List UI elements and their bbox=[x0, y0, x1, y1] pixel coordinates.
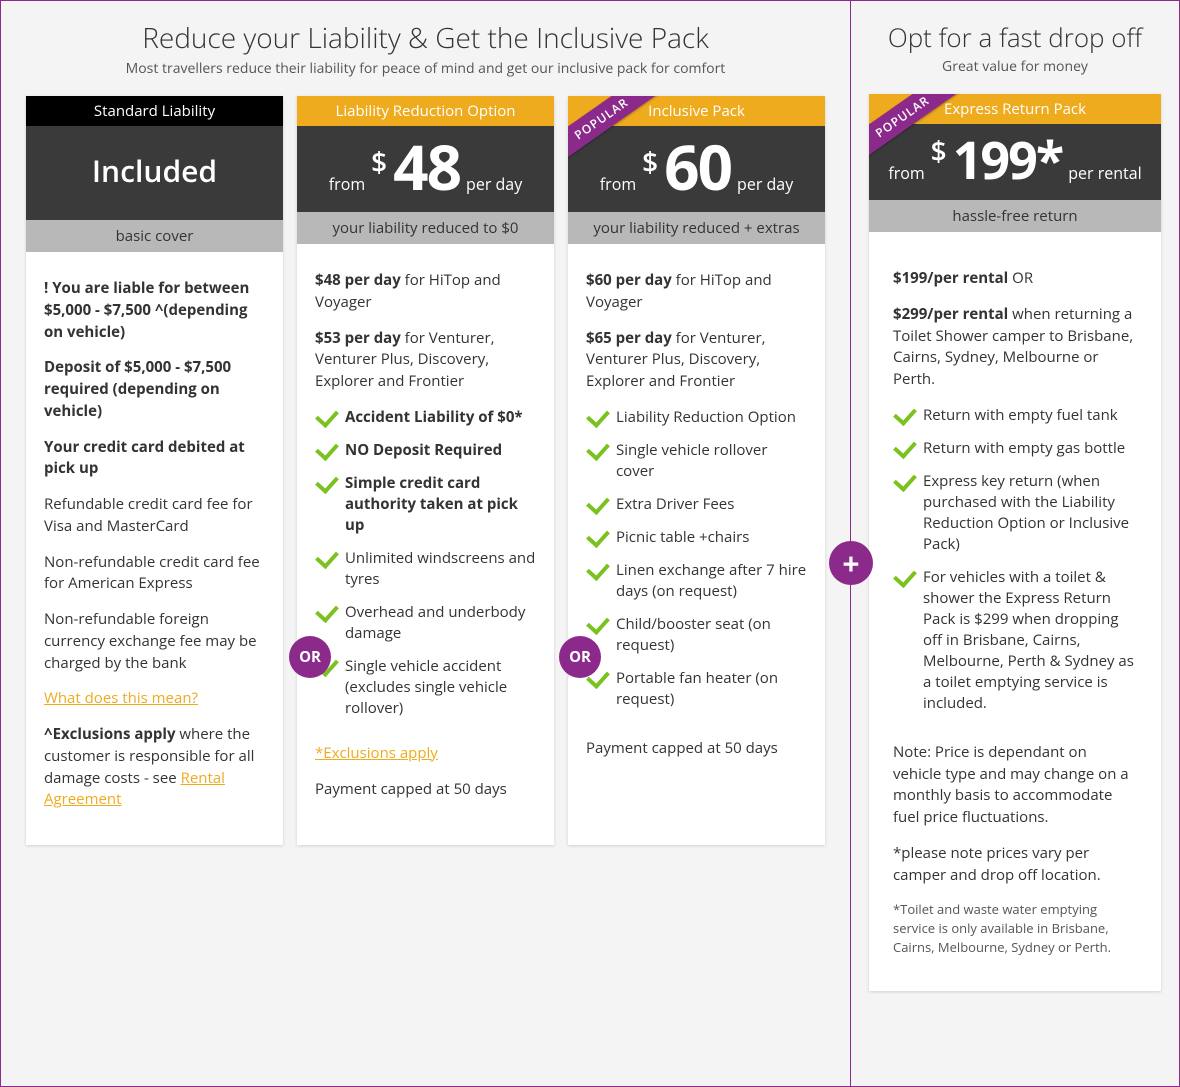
price-dollar: $ bbox=[371, 148, 387, 176]
plan-fineprint: *Toilet and waste water emptying service… bbox=[893, 900, 1137, 957]
price-from: from bbox=[600, 176, 636, 192]
plan-price: Included bbox=[26, 136, 283, 206]
feature-item: Single vehicle rollover cover bbox=[586, 440, 807, 482]
feature-item: Single vehicle accident (excludes single… bbox=[315, 656, 536, 719]
liability-title: Reduce your Liability & Get the Inclusiv… bbox=[19, 19, 832, 57]
feature-item: Express key return (when purchased with … bbox=[893, 471, 1137, 555]
feature-item: Extra Driver Fees bbox=[586, 494, 807, 515]
plan-title: Standard Liability bbox=[26, 96, 283, 126]
plan-features: Liability Reduction Option Single vehicl… bbox=[586, 407, 807, 710]
plan-header: Express Return Pack from $ 199* per rent… bbox=[869, 94, 1161, 232]
feature-item: Return with empty gas bottle bbox=[893, 438, 1137, 459]
price-bold: $53 per day bbox=[315, 328, 401, 348]
feature-item: Accident Liability of $0* bbox=[315, 407, 536, 428]
price-bold: $65 per day bbox=[586, 328, 672, 348]
plan-body: $199/per rental OR $299/per rental when … bbox=[869, 232, 1161, 991]
or-badge: OR bbox=[559, 636, 601, 678]
price-from: from bbox=[888, 165, 924, 181]
plan-sub: hassle-free return bbox=[869, 200, 1161, 232]
what-does-this-mean-link[interactable]: What does this mean? bbox=[44, 688, 198, 708]
price-bold: $48 per day bbox=[315, 270, 401, 290]
plan-text: Payment capped at 50 days bbox=[315, 779, 536, 801]
plan-price: from $ 60 per day bbox=[600, 136, 793, 198]
price-dollar: $ bbox=[931, 137, 947, 165]
exclusions-bold: ^Exclusions apply bbox=[44, 724, 175, 744]
plan-text: Non-refundable foreign currency exchange… bbox=[44, 609, 265, 674]
price-bold: $199/per rental bbox=[893, 268, 1008, 288]
price-per: per day bbox=[466, 176, 522, 192]
feature-item: For vehicles with a toilet & shower the … bbox=[893, 567, 1137, 714]
plan-body: $60 per day for HiTop and Voyager $65 pe… bbox=[568, 244, 825, 845]
plan-text: Your credit card debited at pick up bbox=[44, 437, 265, 481]
plan-note: Note: Price is dependant on vehicle type… bbox=[893, 742, 1137, 829]
feature-item: Simple credit card authority taken at pi… bbox=[315, 473, 536, 536]
price-amount: 199* bbox=[953, 134, 1063, 186]
plan-text: ! You are liable for between $5,000 - $7… bbox=[44, 278, 265, 343]
plan-inclusive: Inclusive Pack from $ 60 per day POPULAR… bbox=[568, 96, 825, 845]
plan-sub: basic cover bbox=[26, 220, 283, 252]
feature-item: Overhead and underbody damage bbox=[315, 602, 536, 644]
plan-text: $65 per day for Venturer, Venturer Plus,… bbox=[586, 328, 807, 393]
express-section: Opt for a fast drop off Great value for … bbox=[851, 1, 1179, 1086]
plan-price-band: Included bbox=[26, 126, 283, 220]
feature-item: Unlimited windscreens and tyres bbox=[315, 548, 536, 590]
feature-item: Picnic table +chairs bbox=[586, 527, 807, 548]
price-per: per day bbox=[737, 176, 793, 192]
exclusions-link[interactable]: *Exclusions apply bbox=[315, 743, 438, 763]
plan-features: Accident Liability of $0* NO Deposit Req… bbox=[315, 407, 536, 719]
price-rest: OR bbox=[1008, 268, 1033, 288]
plan-text: Refundable credit card fee for Visa and … bbox=[44, 494, 265, 538]
plan-text: $60 per day for HiTop and Voyager bbox=[586, 270, 807, 314]
price-amount: 48 bbox=[393, 136, 460, 198]
plan-sub: your liability reduced to $0 bbox=[297, 212, 554, 244]
feature-item: NO Deposit Required bbox=[315, 440, 536, 461]
feature-item: Linen exchange after 7 hire days (on req… bbox=[586, 560, 807, 602]
plan-body: ! You are liable for between $5,000 - $7… bbox=[26, 252, 283, 845]
plan-body: $48 per day for HiTop and Voyager $53 pe… bbox=[297, 244, 554, 845]
feature-item: Return with empty fuel tank bbox=[893, 405, 1137, 426]
plan-text: $53 per day for Venturer, Venturer Plus,… bbox=[315, 328, 536, 393]
plan-text: Non-refundable credit card fee for Ameri… bbox=[44, 552, 265, 596]
plan-features: Return with empty fuel tank Return with … bbox=[893, 405, 1137, 714]
price-dollar: $ bbox=[642, 148, 658, 176]
plan-text: Deposit of $5,000 - $7,500 required (dep… bbox=[44, 357, 265, 422]
plan-title: Liability Reduction Option bbox=[297, 96, 554, 126]
price-bold: $60 per day bbox=[586, 270, 672, 290]
plan-price: from $ 199* per rental bbox=[888, 134, 1141, 186]
plan-liability-reduction: Liability Reduction Option from $ 48 per… bbox=[297, 96, 554, 845]
price-per: per rental bbox=[1068, 165, 1141, 181]
price-bold: $299/per rental bbox=[893, 304, 1008, 324]
feature-item: Portable fan heater (on request) bbox=[586, 668, 807, 710]
plus-badge: + bbox=[829, 541, 873, 585]
plan-header: Liability Reduction Option from $ 48 per… bbox=[297, 96, 554, 244]
liability-subtitle: Most travellers reduce their liability f… bbox=[19, 59, 832, 78]
price-from: from bbox=[329, 176, 365, 192]
plan-text: Payment capped at 50 days bbox=[586, 738, 807, 760]
plan-text: $48 per day for HiTop and Voyager bbox=[315, 270, 536, 314]
plan-note: *please note prices vary per camper and … bbox=[893, 843, 1137, 887]
plan-header: Standard Liability Included basic cover bbox=[26, 96, 283, 252]
plan-sub: your liability reduced + extras bbox=[568, 212, 825, 244]
plan-express-return: Express Return Pack from $ 199* per rent… bbox=[869, 94, 1161, 991]
pricing-container: Reduce your Liability & Get the Inclusiv… bbox=[0, 0, 1180, 1087]
or-badge: OR bbox=[289, 636, 331, 678]
price-amount: 60 bbox=[664, 136, 731, 198]
plan-price: from $ 48 per day bbox=[329, 136, 522, 198]
plan-standard: Standard Liability Included basic cover … bbox=[26, 96, 283, 845]
plan-price-band: from $ 48 per day bbox=[297, 126, 554, 212]
plan-price-band: from $ 60 per day bbox=[568, 126, 825, 212]
plan-text: $199/per rental OR bbox=[893, 268, 1137, 290]
express-subtitle: Great value for money bbox=[869, 57, 1161, 76]
plan-price-band: from $ 199* per rental bbox=[869, 124, 1161, 200]
express-title: Opt for a fast drop off bbox=[869, 19, 1161, 55]
plan-text: $299/per rental when returning a Toilet … bbox=[893, 304, 1137, 391]
plan-text: ^Exclusions apply where the customer is … bbox=[44, 724, 265, 811]
liability-section: Reduce your Liability & Get the Inclusiv… bbox=[1, 1, 851, 1086]
plan-header: Inclusive Pack from $ 60 per day POPULAR… bbox=[568, 96, 825, 244]
liability-columns: Standard Liability Included basic cover … bbox=[19, 96, 832, 845]
feature-item: Child/booster seat (on request) bbox=[586, 614, 807, 656]
feature-item: Liability Reduction Option bbox=[586, 407, 807, 428]
